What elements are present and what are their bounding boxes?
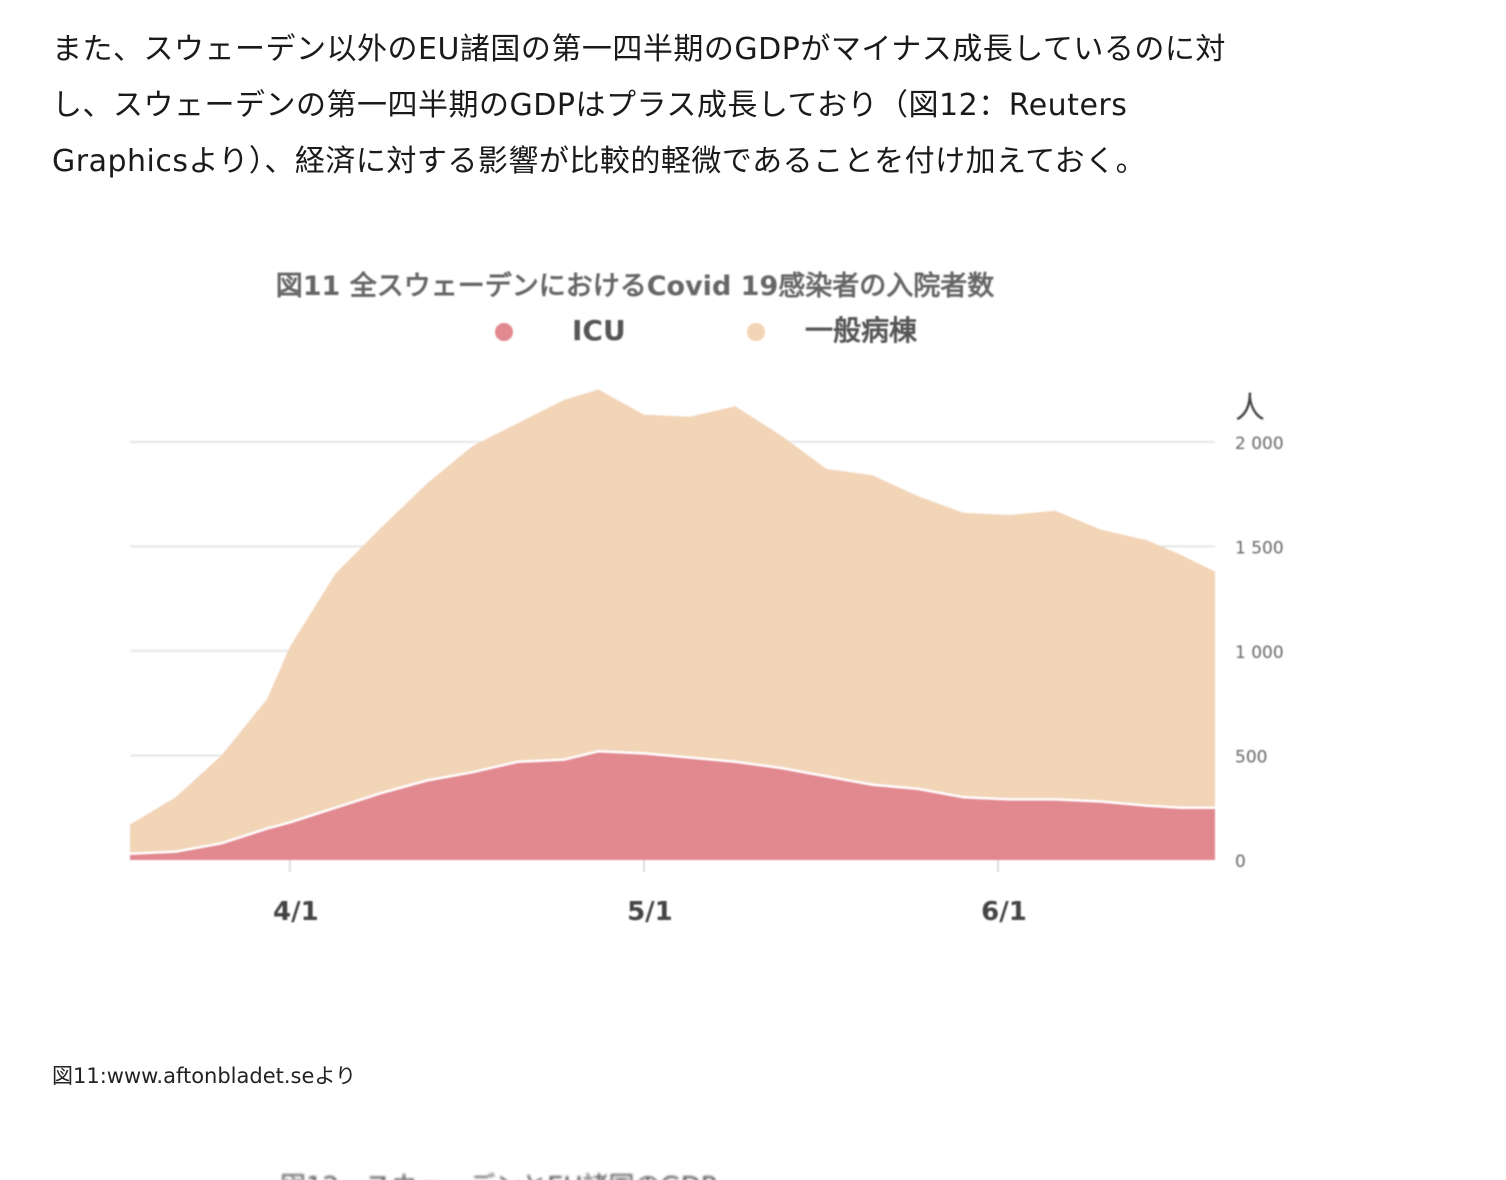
next-figure-title: 図12 スウェーデンとEU諸国のGDP — [280, 1166, 716, 1180]
y-tick-label-3: 1 500 — [1235, 538, 1284, 558]
legend-label-1: 一般病棟 — [805, 314, 918, 347]
chart-title: 図11 全スウェーデンにおけるCovid 19感染者の入院者数 — [276, 270, 995, 302]
chart-legend: ICU 一般病棟 — [495, 314, 918, 347]
y-tick-label-0: 0 — [1235, 852, 1246, 872]
paragraph-line-2: し、スウェーデンの第一四半期のGDPはプラス成長しており（図12：Reuters — [52, 88, 1128, 123]
y-tick-label-2: 1 000 — [1235, 643, 1284, 663]
series-boundary-line — [129, 750, 1215, 855]
paragraph-line-3: Graphicsより）、経済に対する影響が比較的軽微であることを付け加えておく。 — [52, 144, 1147, 179]
y-tick-label-4: 2 000 — [1235, 434, 1284, 454]
figure-caption: 図11:www.aftonbladet.seより — [52, 1064, 356, 1088]
legend-label-0: ICU — [572, 314, 626, 347]
x-axis: 4/1 5/1 6/1 — [273, 860, 1027, 927]
hospitalization-chart-figure: 図11 全スウェーデンにおけるCovid 19感染者の入院者数 ICU 一般病棟 … — [100, 250, 1320, 950]
paragraph-line-1: また、スウェーデン以外のEU諸国の第一四半期のGDPがマイナス成長しているのに対 — [52, 32, 1226, 67]
chart-areas — [129, 389, 1215, 860]
x-tick-label-1: 5/1 — [627, 897, 673, 927]
legend-marker-1 — [747, 323, 765, 341]
y-axis: 0 500 1 000 1 500 2 000 人 — [1235, 391, 1284, 872]
y-axis-unit-label: 人 — [1235, 391, 1265, 426]
x-tick-label-0: 4/1 — [273, 897, 319, 927]
legend-marker-0 — [495, 323, 513, 341]
series-area-icu — [130, 751, 1215, 860]
y-tick-label-1: 500 — [1235, 747, 1267, 767]
series-area-general-ward — [130, 389, 1215, 854]
hospitalization-chart: 図11 全スウェーデンにおけるCovid 19感染者の入院者数 ICU 一般病棟 … — [129, 270, 1284, 927]
x-tick-label-2: 6/1 — [981, 897, 1027, 927]
body-paragraph: また、スウェーデン以外のEU諸国の第一四半期のGDPがマイナス成長しているのに対… — [52, 22, 1302, 190]
